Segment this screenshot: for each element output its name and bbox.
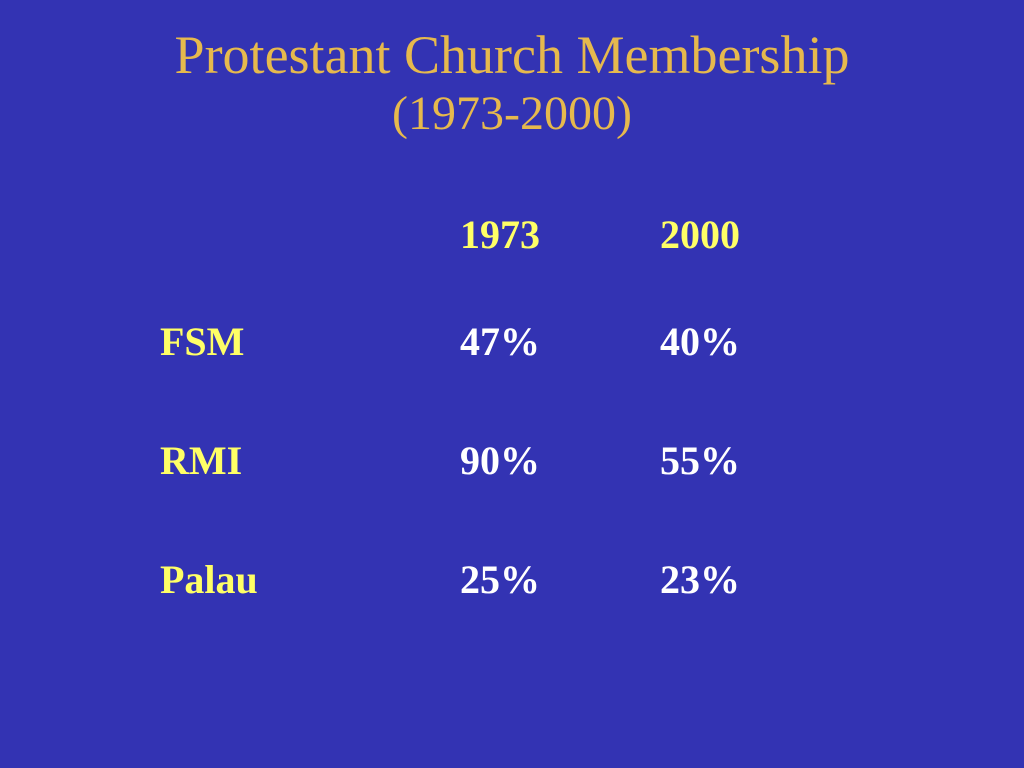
table-row-label: FSM <box>160 318 460 365</box>
slide-title-sub: (1973-2000) <box>0 86 1024 141</box>
slide: Protestant Church Membership (1973-2000)… <box>0 0 1024 768</box>
table-header-col1: 1973 <box>460 211 660 258</box>
table-cell: 25% <box>460 556 660 603</box>
table-row: Palau 25% 23% <box>160 556 1024 603</box>
table-cell: 55% <box>660 437 860 484</box>
table-cell: 23% <box>660 556 860 603</box>
table-row-label: RMI <box>160 437 460 484</box>
table-header-col2: 2000 <box>660 211 860 258</box>
table-cell: 40% <box>660 318 860 365</box>
table-row-label: Palau <box>160 556 460 603</box>
table-row: FSM 47% 40% <box>160 318 1024 365</box>
slide-title-main: Protestant Church Membership <box>0 24 1024 86</box>
table-cell: 47% <box>460 318 660 365</box>
table-cell: 90% <box>460 437 660 484</box>
table-header-row: 1973 2000 <box>160 211 1024 258</box>
table-row: RMI 90% 55% <box>160 437 1024 484</box>
table-header-blank <box>160 211 460 258</box>
slide-title-block: Protestant Church Membership (1973-2000) <box>0 24 1024 141</box>
data-table: 1973 2000 FSM 47% 40% RMI 90% 55% Palau … <box>160 211 1024 603</box>
